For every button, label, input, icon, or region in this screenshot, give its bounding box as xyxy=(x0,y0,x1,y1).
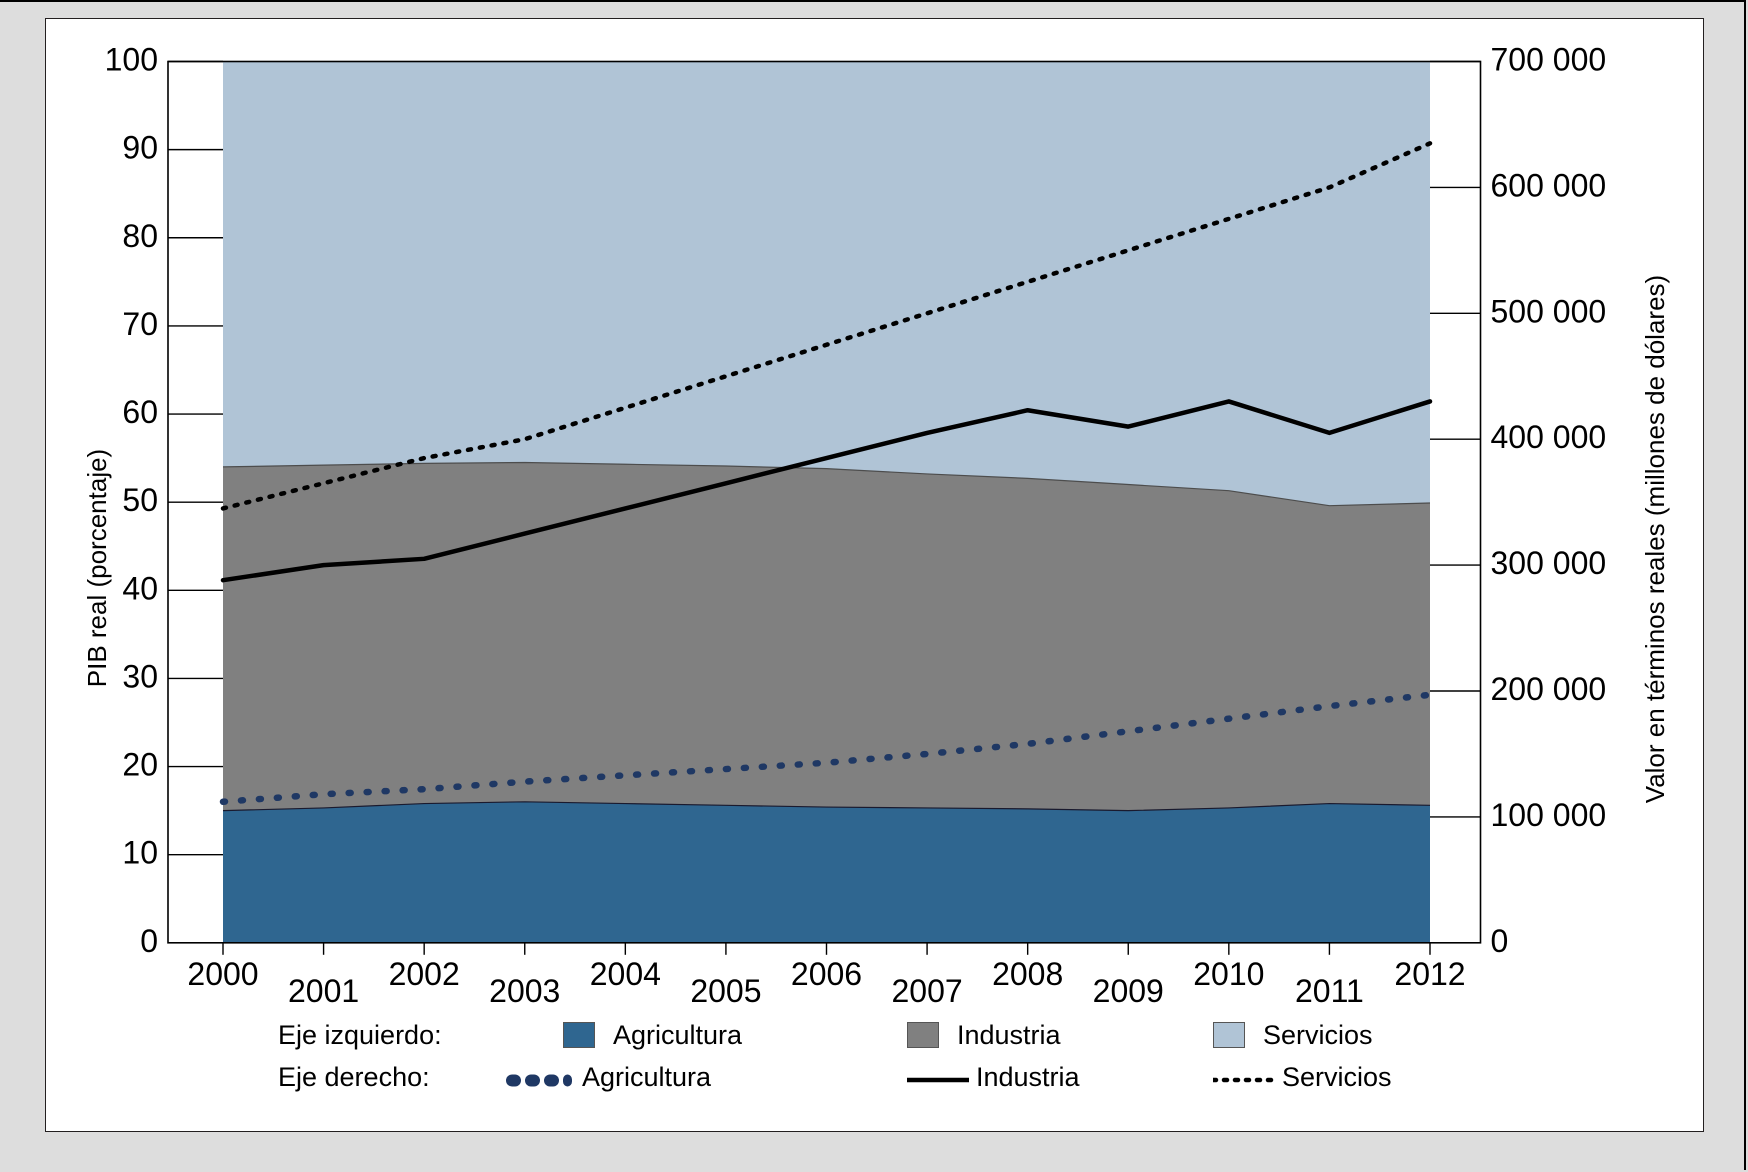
svg-text:2003: 2003 xyxy=(489,973,560,1009)
svg-text:40: 40 xyxy=(122,570,158,606)
svg-text:2010: 2010 xyxy=(1193,956,1264,992)
svg-text:2012: 2012 xyxy=(1394,956,1465,992)
svg-text:80: 80 xyxy=(122,218,158,254)
svg-text:100 000: 100 000 xyxy=(1491,797,1607,833)
svg-text:60: 60 xyxy=(122,394,158,430)
svg-text:500 000: 500 000 xyxy=(1491,293,1607,329)
svg-text:0: 0 xyxy=(140,923,158,959)
svg-text:200 000: 200 000 xyxy=(1491,671,1607,707)
svg-text:2006: 2006 xyxy=(791,956,862,992)
svg-text:2005: 2005 xyxy=(690,973,761,1009)
svg-text:400 000: 400 000 xyxy=(1491,419,1607,455)
svg-text:2001: 2001 xyxy=(288,973,359,1009)
svg-text:50: 50 xyxy=(122,482,158,518)
svg-text:2008: 2008 xyxy=(992,956,1063,992)
svg-text:2011: 2011 xyxy=(1295,973,1364,1009)
svg-text:2000: 2000 xyxy=(187,956,258,992)
svg-text:600 000: 600 000 xyxy=(1491,167,1607,203)
svg-text:2007: 2007 xyxy=(891,973,962,1009)
svg-text:2004: 2004 xyxy=(590,956,661,992)
svg-text:2009: 2009 xyxy=(1093,973,1164,1009)
svg-text:2002: 2002 xyxy=(389,956,460,992)
svg-text:300 000: 300 000 xyxy=(1491,545,1607,581)
svg-text:20: 20 xyxy=(122,747,158,783)
svg-text:10: 10 xyxy=(122,835,158,871)
svg-text:70: 70 xyxy=(122,306,158,342)
svg-text:0: 0 xyxy=(1491,923,1509,959)
svg-text:30: 30 xyxy=(122,658,158,694)
